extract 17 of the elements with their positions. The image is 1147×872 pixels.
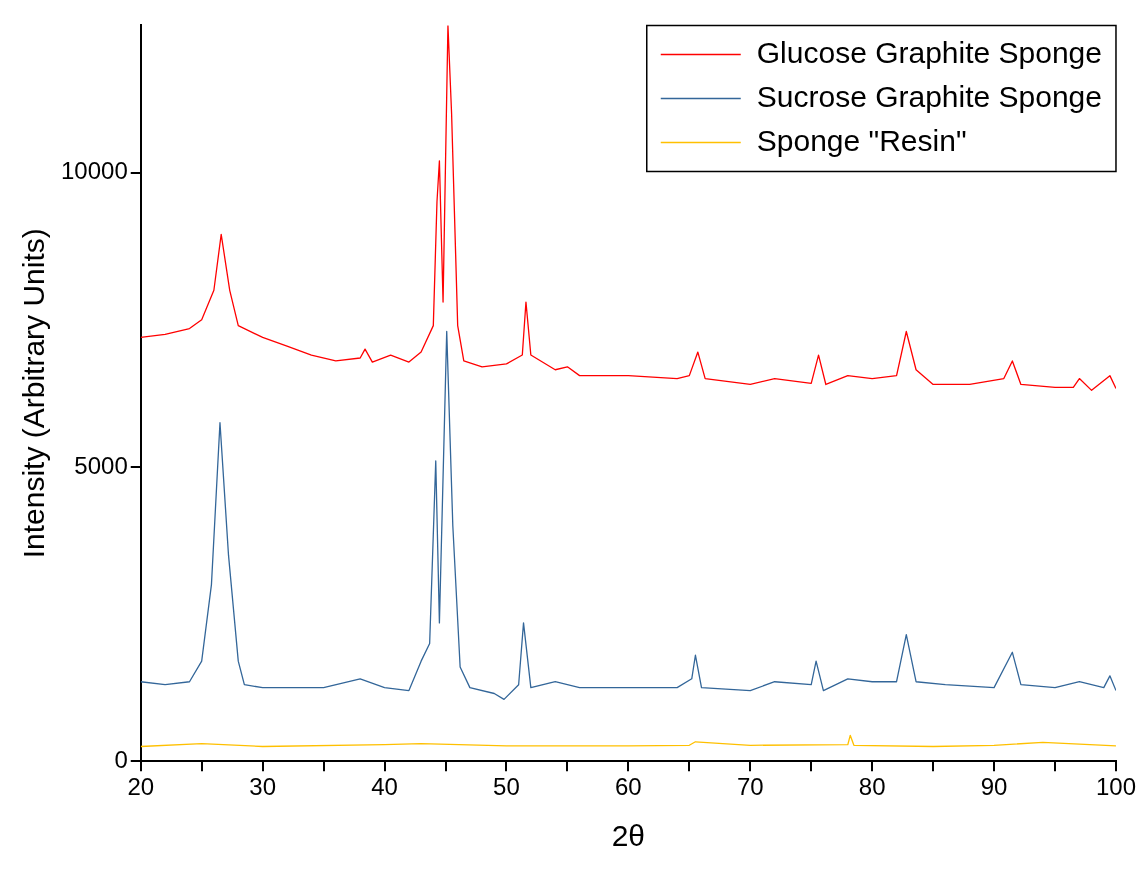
x-tick-label: 20 xyxy=(127,773,155,801)
x-tick-label: 70 xyxy=(736,773,764,801)
legend-label: Sponge "Resin" xyxy=(756,123,967,157)
x-tick-label: 80 xyxy=(858,773,886,801)
y-tick-label: 0 xyxy=(114,745,128,773)
y-axis-title: Intensity (Arbitrary Units) xyxy=(17,228,51,559)
x-axis-title: 2θ xyxy=(611,819,646,853)
x-tick-label: 90 xyxy=(980,773,1008,801)
x-tick-label: 50 xyxy=(493,773,520,801)
legend-label: Sucrose Graphite Sponge xyxy=(756,79,1102,113)
x-tick-label: 100 xyxy=(1095,773,1136,801)
x-tick-label: 60 xyxy=(615,773,642,801)
x-tick-label: 30 xyxy=(249,773,276,801)
x-tick-label: 40 xyxy=(371,773,398,801)
legend-label: Glucose Graphite Sponge xyxy=(756,35,1102,69)
y-tick-label: 10000 xyxy=(60,157,128,185)
y-tick-label: 5000 xyxy=(74,451,128,479)
